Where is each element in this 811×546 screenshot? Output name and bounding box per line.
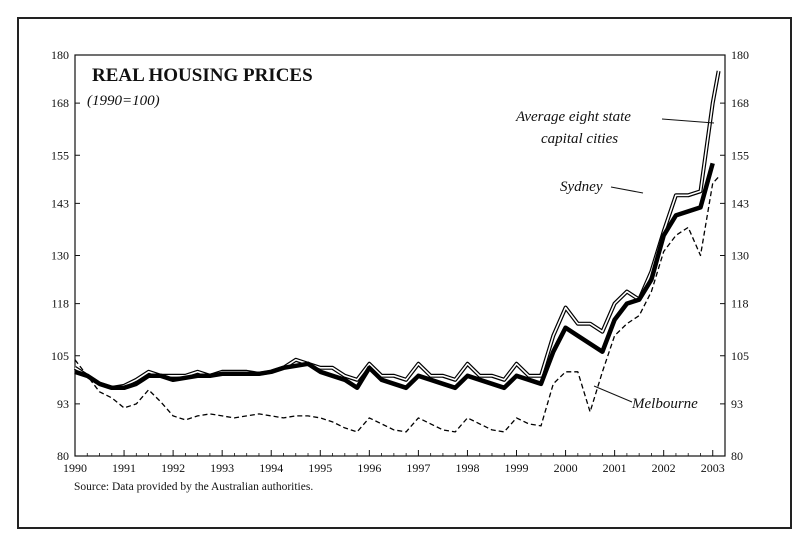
x-tick-label: 1993 <box>210 461 234 475</box>
y-tick-label-left: 93 <box>57 397 69 411</box>
annotation-average-leader <box>661 118 715 124</box>
annotation-melbourne-leader <box>593 385 633 403</box>
y-tick-label-left: 168 <box>51 96 69 110</box>
chart-subtitle: (1990=100) <box>87 93 160 109</box>
housing-price-chart: 1990 1991 1992 1993 1994 1995 1996 1997 1998 1999… <box>51 48 749 493</box>
y-tick-label-left: 143 <box>51 196 69 210</box>
y-tick-label-right: 105 <box>731 349 749 363</box>
x-tick-label: 1997 <box>406 461 430 475</box>
series-line-melbourne <box>74 174 721 433</box>
x-tick-label: 1998 <box>455 461 479 475</box>
annotation-sydney: Sydney <box>560 179 603 195</box>
y-tick-label-right: 93 <box>731 397 743 411</box>
y-tick-label-left: 105 <box>51 349 69 363</box>
x-tick-label: 2000 <box>554 461 578 475</box>
source-note: Source: Data provided by the Australian … <box>74 481 313 493</box>
y-tick-label-right: 143 <box>731 196 749 210</box>
annotation-average-line1: Average eight state <box>515 109 631 125</box>
x-tick-label: 2003 <box>701 461 725 475</box>
series-line-sydney-inner <box>74 70 720 389</box>
x-tick-label: 1996 <box>357 461 381 475</box>
x-tick-label: 1991 <box>112 461 136 475</box>
annotation-sydney-leader <box>610 186 644 194</box>
x-tick-label: 1999 <box>505 461 529 475</box>
y-tick-label-right: 168 <box>731 96 749 110</box>
x-tick-label: 1995 <box>308 461 332 475</box>
annotation-melbourne: Melbourne <box>631 396 698 412</box>
x-tick-label: 1994 <box>259 461 283 475</box>
chart-title: REAL HOUSING PRICES <box>92 65 313 86</box>
x-tick-label: 2001 <box>603 461 627 475</box>
y-tick-label-left: 155 <box>51 148 69 162</box>
y-tick-label-left: 80 <box>57 449 69 463</box>
y-tick-label-right: 80 <box>731 449 743 463</box>
y-tick-label-right: 155 <box>731 148 749 162</box>
y-tick-label-right: 130 <box>731 249 749 263</box>
y-tick-label-left: 118 <box>51 297 69 311</box>
chart-frame: 1990 1991 1992 1993 1994 1995 1996 1997 1998 1999… <box>17 17 792 529</box>
x-tick-label: 1992 <box>161 461 185 475</box>
x-tick-label: 2002 <box>652 461 676 475</box>
x-tick-label: 1990 <box>63 461 87 475</box>
y-tick-label-right: 118 <box>731 297 749 311</box>
y-tick-label-right: 180 <box>731 48 749 62</box>
series-line-average-eight-state-capital-cities <box>74 162 715 391</box>
annotation-average-line2: capital cities <box>541 131 618 147</box>
y-tick-label-left: 180 <box>51 48 69 62</box>
y-tick-label-left: 130 <box>51 249 69 263</box>
